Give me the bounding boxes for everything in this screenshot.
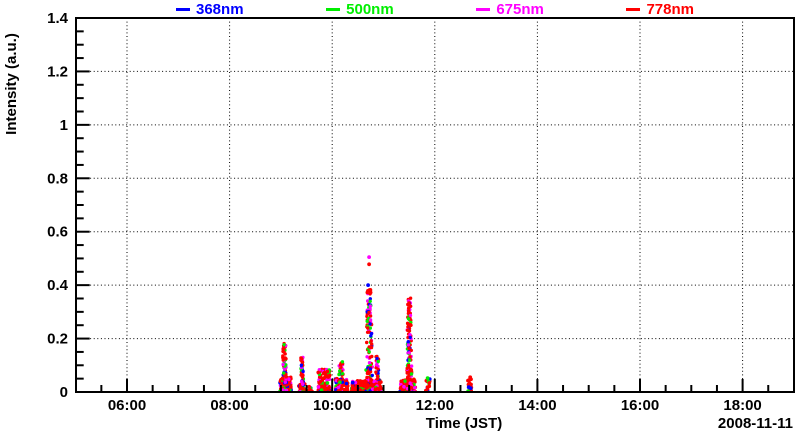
legend-entry-500nm: 500nm [326,1,394,18]
svg-text:18:00: 18:00 [723,397,761,414]
legend-entry-675nm: 675nm [476,1,544,18]
svg-text:10:00: 10:00 [313,397,351,414]
chart-legend: 368nm 500nm 675nm 778nm [176,1,694,18]
svg-text:0.2: 0.2 [47,331,68,348]
x-axis-title: Time (JST) [426,415,502,432]
svg-text:0.8: 0.8 [47,170,68,187]
date-label: 2008-11-11 [718,415,793,432]
y-tick-labels: 0 0.2 0.4 0.6 0.8 1 1.2 1.4 [47,10,69,401]
legend-label-500nm: 500nm [346,1,394,18]
svg-text:08:00: 08:00 [210,397,248,414]
svg-text:06:00: 06:00 [108,397,146,414]
legend-dash-icon-675nm [476,8,491,11]
gridlines [75,18,794,392]
x-tick-labels: 06:00 08:00 10:00 12:00 14:00 16:00 18:00 [108,397,762,414]
svg-text:1.2: 1.2 [47,63,68,80]
svg-text:12:00: 12:00 [416,397,454,414]
legend-label-368nm: 368nm [196,1,244,18]
scatter-points [278,255,474,392]
svg-text:1.4: 1.4 [47,10,69,27]
svg-text:0.4: 0.4 [47,277,69,294]
legend-entry-368nm: 368nm [176,1,244,18]
svg-text:0: 0 [60,384,68,401]
legend-label-675nm: 675nm [496,1,544,18]
plot-frame [75,17,795,393]
legend-label-778nm: 778nm [646,1,694,18]
legend-dash-icon-778nm [626,8,641,11]
y-axis-title: Intensity (a.u.) [3,33,20,135]
legend-dash-icon-500nm [326,8,341,11]
legend-entry-778nm: 778nm [626,1,694,18]
svg-text:16:00: 16:00 [621,397,659,414]
axis-ticks [75,17,770,393]
svg-text:0.6: 0.6 [47,224,68,241]
svg-text:14:00: 14:00 [518,397,556,414]
legend-dash-icon-368nm [176,8,190,11]
svg-text:1: 1 [60,117,68,134]
